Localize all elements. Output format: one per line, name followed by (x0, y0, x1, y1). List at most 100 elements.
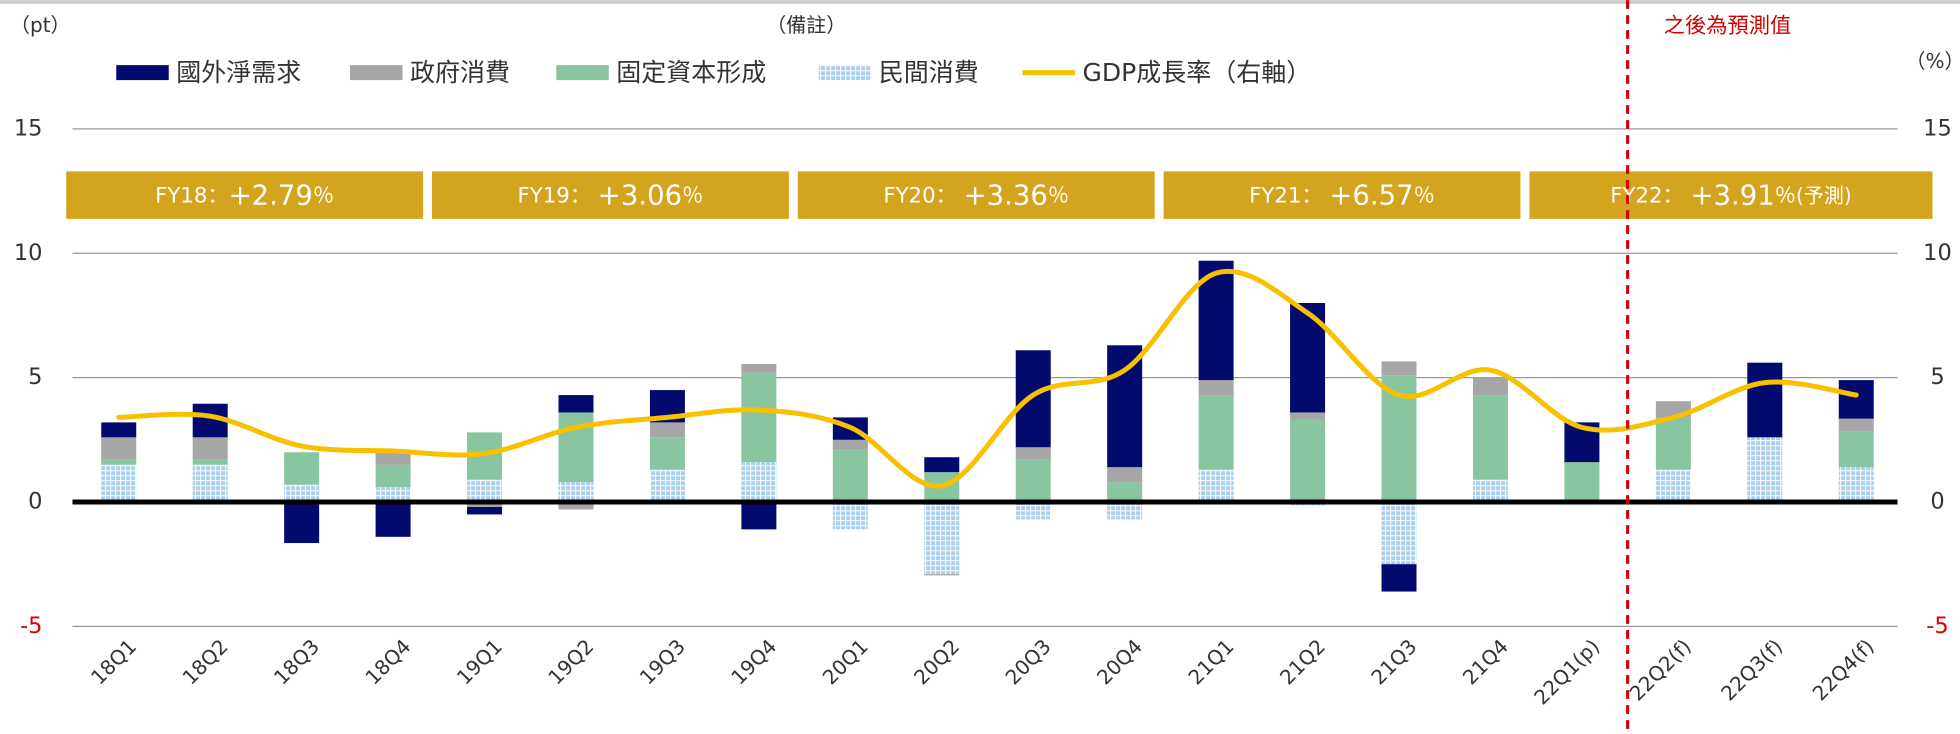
fy-banner-growth: +3.06 (598, 179, 682, 211)
bar-segment (558, 502, 594, 510)
fy-banner (797, 171, 1155, 219)
y-tick-label: 5 (28, 364, 42, 390)
note: （備註） (766, 13, 846, 37)
x-tick-label: 18Q2 (178, 634, 233, 689)
bar-segment (832, 449, 868, 502)
bar-segment (924, 574, 960, 576)
bar-segment (375, 487, 411, 502)
bar-segment (1381, 361, 1417, 376)
fy-banner-prefix: FY18： (155, 183, 229, 208)
bar-segment (1381, 502, 1417, 565)
fy-banner-growth: +3.36 (964, 179, 1048, 211)
x-tick-label: 19Q3 (635, 634, 690, 689)
fy-banner-prefix: FY19： (518, 183, 598, 208)
bar-segment (192, 459, 228, 465)
x-tick-label: 18Q4 (360, 634, 415, 689)
x-tick-label: 22Q2(f) (1625, 634, 1696, 705)
bar-segment (1838, 380, 1874, 419)
bar-segment (1107, 345, 1143, 468)
bar-segment (1290, 412, 1326, 420)
legend-swatch (818, 65, 872, 81)
left-unit: （pt） (10, 13, 71, 37)
y2-tick-label: 5 (1930, 364, 1944, 390)
bar-segment (1747, 362, 1783, 438)
bar-segment (1015, 447, 1051, 460)
y2-tick-label: 15 (1923, 115, 1952, 141)
x-tick-label: 18Q1 (86, 634, 141, 689)
y2-tick-label: -5 (1926, 613, 1948, 639)
y2-tick-label: 10 (1923, 240, 1952, 266)
bar-segment (467, 479, 503, 502)
bar-segment (558, 482, 594, 502)
x-tick-label: 18Q3 (269, 634, 324, 689)
bar-segment (741, 372, 777, 463)
legend-label: 民間消費 (879, 58, 979, 87)
bar-segment (284, 452, 320, 485)
x-tick-label: 19Q2 (543, 634, 598, 689)
fy-banner-text: FY22： +3.91％(予測) (1610, 179, 1851, 211)
bar-segment (1198, 469, 1234, 502)
bar-segment (101, 422, 137, 438)
legend-label: GDP成長率（右軸） (1083, 58, 1312, 87)
bar-segment (924, 457, 960, 473)
fy-banner (432, 171, 789, 219)
fy-banner-prefix: FY22： (1610, 183, 1690, 208)
bar-segment (924, 502, 960, 575)
bar-segment (1198, 380, 1234, 396)
bar-segment (1198, 395, 1234, 470)
bar-segment (375, 464, 411, 488)
x-tick-label: 19Q4 (726, 634, 781, 689)
x-tick-label: 20Q4 (1092, 634, 1147, 689)
gdp-line (116, 268, 1859, 489)
fy-banner-suffix: (予測) (1796, 183, 1852, 207)
x-tick-label: 20Q1 (818, 634, 873, 689)
bar-segment (1747, 437, 1783, 502)
bar-segment (1381, 564, 1417, 592)
legend-swatch (556, 65, 609, 81)
fy-banner (1163, 171, 1521, 219)
x-tick-label: 21Q1 (1183, 634, 1238, 689)
fy-banner-growth: +2.79 (229, 179, 313, 211)
bar-segment (741, 502, 777, 530)
x-tick-label: 19Q1 (452, 634, 507, 689)
fy-banner-unit: ％ (1414, 183, 1435, 208)
bar-segment (649, 437, 685, 470)
x-tick-label: 20Q2 (909, 634, 964, 689)
bar-segment (1015, 502, 1051, 520)
fy-banner-unit: ％ (313, 183, 334, 208)
fy-banner-unit: ％ (682, 183, 703, 208)
fy-banner-growth: +6.57 (1329, 179, 1413, 211)
bar-segment (1472, 479, 1508, 502)
legend-swatch (350, 65, 403, 81)
bar-segment (375, 452, 411, 465)
bar-segment (1107, 502, 1143, 520)
y2-tick-label: 0 (1930, 489, 1944, 515)
forecast-label: 之後為預測值 (1664, 13, 1792, 38)
y-tick-label: 10 (14, 240, 43, 266)
bar-segment (1015, 459, 1051, 502)
bar-segment (1655, 417, 1691, 470)
bar-segment (649, 469, 685, 502)
bar-segment (1838, 467, 1874, 502)
bar-segment (101, 464, 137, 502)
bar-segment (1107, 482, 1143, 502)
y-tick-label: 0 (28, 489, 42, 515)
bar-segment (284, 484, 320, 502)
fy-banner-text: FY20： +3.36％ (883, 179, 1069, 211)
bar-segment (1472, 395, 1508, 480)
legend-label: 國外淨需求 (176, 58, 301, 87)
bar-segment (101, 437, 137, 460)
y-tick-label: 15 (14, 115, 43, 141)
bar-segment (375, 502, 411, 537)
bar-segment (1290, 419, 1326, 502)
bar-segment (832, 502, 868, 530)
bar-segment (1655, 469, 1691, 502)
bar-segment (1015, 350, 1051, 448)
bar-segment (741, 363, 777, 373)
x-tick-label: 21Q3 (1366, 634, 1421, 689)
bar-segment (558, 395, 594, 413)
bar-segment (467, 506, 503, 515)
bar-segment (1838, 431, 1874, 468)
bar-segment (1472, 377, 1508, 396)
